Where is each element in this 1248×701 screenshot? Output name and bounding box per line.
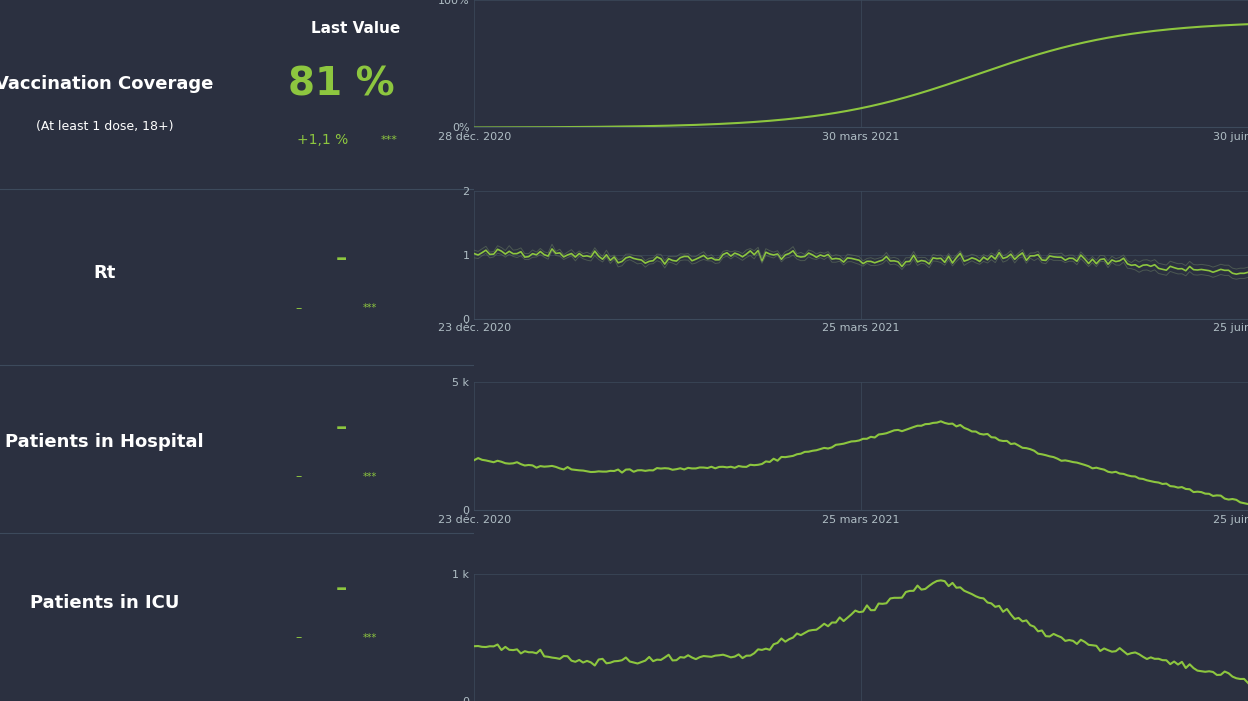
Text: Patients in Hospital: Patients in Hospital bbox=[5, 433, 203, 451]
Text: Patients in ICU: Patients in ICU bbox=[30, 594, 178, 612]
Text: (At least 1 dose, 18+): (At least 1 dose, 18+) bbox=[36, 120, 173, 132]
Text: Rt: Rt bbox=[94, 264, 116, 283]
Text: –: – bbox=[336, 579, 347, 599]
Text: –: – bbox=[296, 470, 302, 483]
Text: –: – bbox=[296, 632, 302, 644]
Text: –: – bbox=[336, 418, 347, 437]
Text: ***: *** bbox=[363, 633, 377, 643]
Text: Last Value: Last Value bbox=[311, 21, 401, 36]
Text: ***: *** bbox=[381, 135, 397, 145]
Text: –: – bbox=[296, 302, 302, 315]
Text: Vaccination Coverage: Vaccination Coverage bbox=[0, 75, 213, 93]
Text: +1,1 %: +1,1 % bbox=[297, 133, 348, 147]
Text: –: – bbox=[336, 250, 347, 269]
Text: ***: *** bbox=[363, 304, 377, 313]
Text: 81 %: 81 % bbox=[288, 65, 394, 103]
Text: ***: *** bbox=[363, 472, 377, 482]
